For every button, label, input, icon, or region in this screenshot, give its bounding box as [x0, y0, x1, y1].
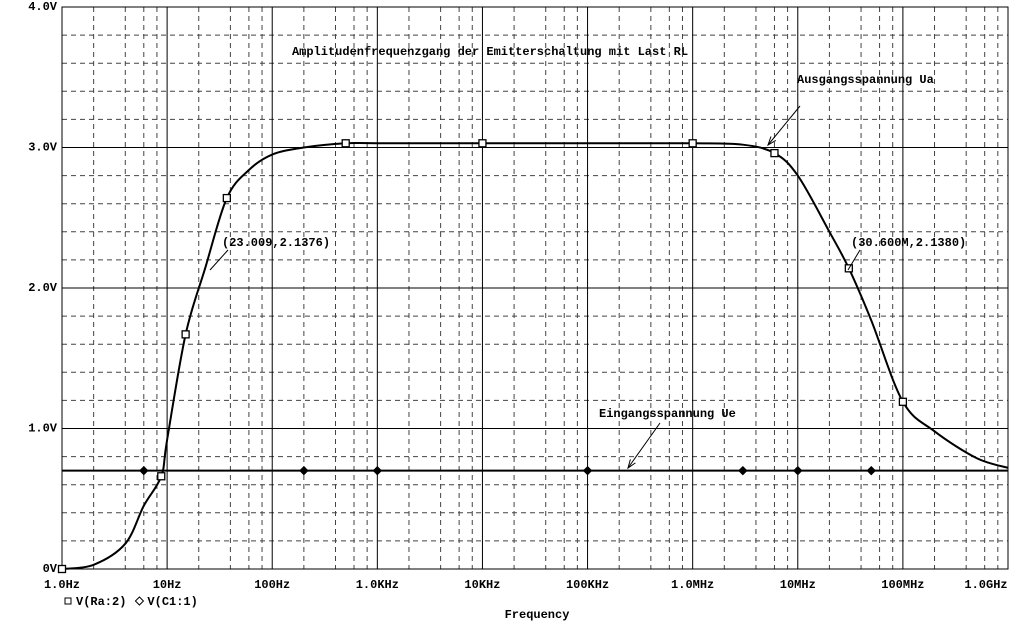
data-point — [478, 139, 487, 148]
data-point — [157, 472, 166, 481]
x-tick-label: 1.0MHz — [671, 578, 714, 592]
y-tick-label: 3.0V — [28, 141, 58, 155]
legend-symbol — [134, 596, 145, 606]
x-tick-label: 1.0GHz — [964, 578, 1007, 592]
data-point — [299, 465, 309, 476]
annotation-arrow — [627, 459, 636, 470]
data-point — [582, 465, 593, 476]
data-point — [57, 564, 67, 574]
legend-label: V(C1:1) — [147, 595, 197, 609]
data-point — [793, 465, 803, 476]
x-tick-label: 10MHz — [780, 578, 816, 592]
legend-label: V(Ra:2) — [76, 595, 126, 609]
legend-symbol — [64, 597, 72, 605]
x-tick-label: 1.0KHz — [356, 578, 399, 592]
data-point — [341, 139, 350, 148]
y-tick-label: 0V — [43, 562, 58, 576]
annotation: (23.009,2.1376) — [222, 236, 330, 250]
x-tick-label: 100Hz — [254, 578, 290, 592]
annotation: Ausgangsspannung Ua — [797, 73, 934, 87]
x-axis-label: Frequency — [505, 608, 570, 622]
data-point — [866, 465, 876, 476]
data-point — [181, 330, 190, 339]
x-tick-label: 100KHz — [566, 578, 609, 592]
data-point — [898, 397, 908, 406]
annotation: (30.600M,2.1380) — [851, 236, 966, 250]
annotation-line — [847, 249, 861, 271]
annotation-line — [767, 105, 801, 146]
chart-title: Amplitudenfrequenzgang der Emitterschalt… — [292, 45, 688, 59]
x-tick-label: 100MHz — [881, 578, 924, 592]
annotation-arrow — [767, 136, 777, 147]
y-tick-label: 1.0V — [28, 422, 58, 436]
annotation-line — [627, 422, 661, 469]
annotation-line — [209, 249, 229, 271]
data-point — [738, 465, 748, 476]
x-tick-label: 10Hz — [153, 578, 182, 592]
annotation: Eingangsspannung Ue — [599, 407, 736, 421]
series-line — [61, 141, 1009, 570]
data-point — [688, 139, 697, 148]
x-tick-label: 10KHz — [464, 578, 500, 592]
data-point — [770, 148, 779, 158]
data-point — [372, 465, 383, 476]
y-tick-label: 2.0V — [28, 281, 58, 295]
data-point — [222, 193, 231, 203]
plot-frame — [61, 6, 1009, 570]
data-point — [139, 465, 149, 476]
y-tick-label: 4.0V — [28, 0, 58, 14]
x-tick-label: 1.0Hz — [44, 578, 80, 592]
